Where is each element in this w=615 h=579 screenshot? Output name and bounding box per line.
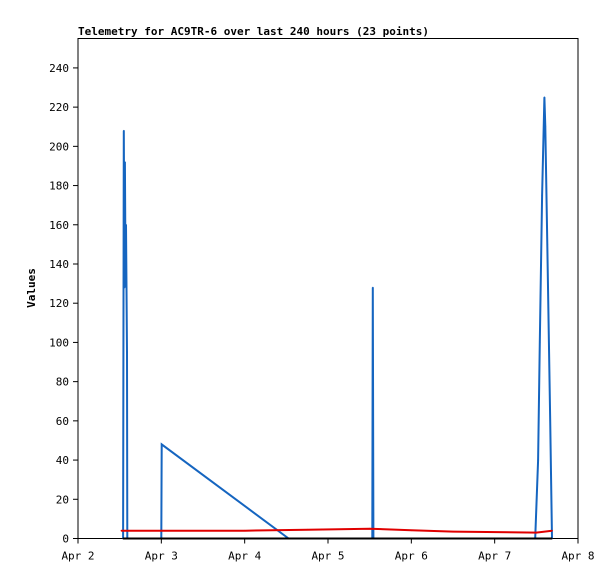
x-tick-label: Apr 5	[311, 550, 344, 563]
y-tick-label: 180	[49, 180, 69, 193]
x-tick-label: Apr 6	[395, 550, 428, 563]
data-point	[410, 529, 413, 532]
y-tick-label: 220	[49, 101, 69, 114]
y-axis-label: Values	[25, 268, 38, 308]
x-tick-label: Apr 3	[145, 550, 178, 563]
data-point	[368, 527, 371, 530]
data-point	[243, 529, 246, 532]
data-point	[124, 282, 127, 285]
data-point	[306, 528, 308, 531]
data-point	[544, 125, 547, 128]
x-tick-label: Apr 4	[228, 550, 261, 563]
y-tick-label: 240	[49, 62, 69, 75]
series-layer	[120, 96, 553, 540]
y-tick-label: 60	[56, 415, 69, 428]
data-point	[120, 529, 123, 532]
y-tick-label: 100	[49, 336, 69, 349]
x-axis-ticks: Apr 2 Apr 3 Apr 4 Apr 5 Apr 6 Apr 7 Apr 8	[61, 538, 595, 563]
data-point	[452, 530, 454, 533]
series-1	[122, 96, 553, 540]
data-point	[539, 341, 541, 344]
data-point	[126, 351, 128, 354]
data-point	[123, 286, 126, 289]
x-tick-label: Apr 8	[561, 550, 594, 563]
data-point	[160, 443, 163, 446]
data-point	[372, 286, 374, 289]
y-tick-label: 160	[49, 219, 69, 232]
series-line	[122, 97, 553, 540]
chart-title: Telemetry for AC9TR-6 over last 240 hour…	[78, 25, 429, 38]
data-point	[543, 96, 546, 99]
y-tick-label: 40	[56, 454, 69, 467]
series-2	[120, 527, 553, 534]
plot-frame	[77, 38, 579, 539]
data-point	[123, 129, 125, 132]
data-point	[535, 531, 538, 534]
y-tick-label: 80	[56, 376, 69, 389]
y-axis-ticks: 0 20 40 60 80 100 120 140 160 180 200 220 240	[49, 62, 78, 546]
data-point	[160, 529, 163, 532]
series-3	[122, 537, 553, 540]
y-tick-label: 0	[62, 533, 69, 546]
y-tick-label: 120	[49, 297, 69, 310]
y-tick-label: 20	[56, 493, 69, 506]
data-point	[549, 420, 552, 422]
y-tick-label: 140	[49, 258, 69, 271]
data-point	[546, 243, 549, 246]
series-line	[121, 527, 553, 534]
x-tick-label: Apr 7	[478, 550, 511, 563]
data-point	[551, 529, 553, 532]
data-point	[541, 194, 543, 197]
data-point	[551, 537, 553, 540]
data-point	[122, 537, 124, 540]
x-tick-label: Apr 2	[61, 550, 94, 563]
y-tick-label: 200	[49, 140, 69, 153]
data-point	[124, 161, 126, 163]
data-point	[537, 459, 539, 461]
data-point	[125, 223, 127, 226]
